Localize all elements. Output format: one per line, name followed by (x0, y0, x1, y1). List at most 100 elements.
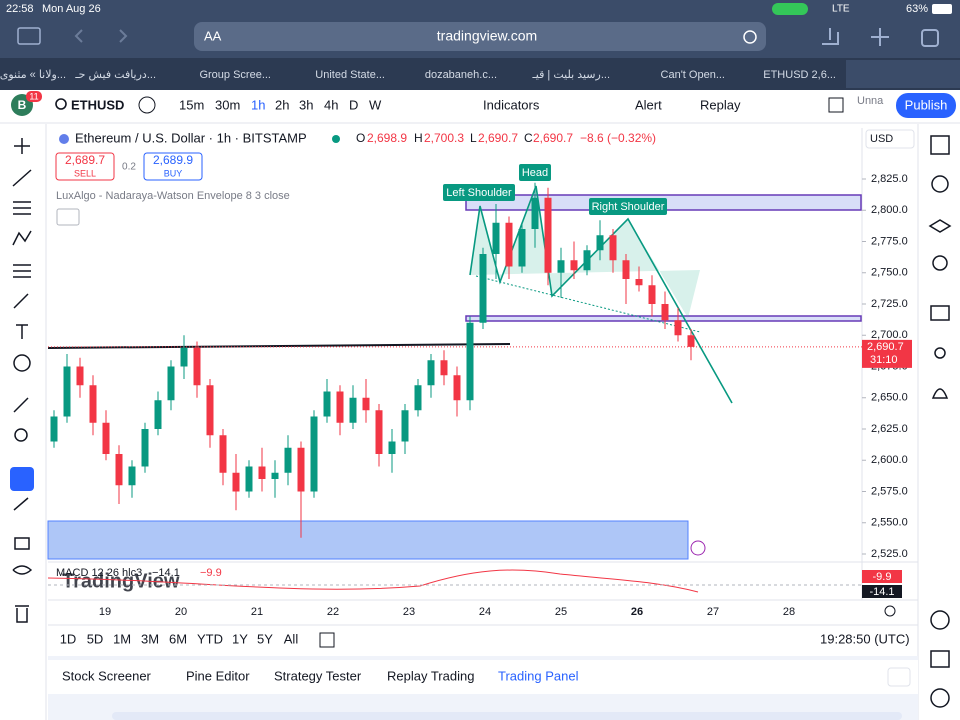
bottom-tab[interactable]: Pine Editor (186, 668, 250, 683)
event-marker[interactable] (690, 540, 706, 556)
candle-body (115, 454, 123, 486)
indicators-button[interactable]: Indicators (483, 97, 540, 112)
browser-tab[interactable]: ETHUSD 2,6... (763, 69, 836, 81)
nav-arrows[interactable] (74, 29, 128, 43)
range-button[interactable]: 1D (60, 631, 77, 646)
x-tick-label: 25 (555, 606, 567, 618)
text-size-button[interactable]: AA (204, 28, 222, 43)
macd-signal-line (47, 569, 699, 593)
symbol-icon (59, 134, 69, 144)
macd-label: MACD 12 26 hlc3 (56, 567, 142, 579)
candle-body (609, 235, 617, 261)
browser-tab[interactable]: ولانا » مثنوی... (0, 69, 66, 81)
alert-button[interactable]: Alert (635, 97, 662, 112)
candle-body (63, 366, 71, 417)
search-icon[interactable] (55, 98, 67, 110)
browser-tab[interactable]: United State... (315, 69, 385, 81)
axis-settings[interactable] (884, 605, 896, 617)
range-button[interactable]: 3M (141, 631, 159, 646)
address-bar[interactable] (194, 22, 766, 51)
bottom-tabs: Stock Screener Pine Editor Strategy Tester… (62, 668, 579, 683)
browser-tab[interactable]: Can't Open... (661, 69, 725, 81)
macd-value: −9.9 (200, 567, 222, 579)
candle-body (284, 447, 292, 473)
browser-tab[interactable]: رسید بلیت | قیـ... (532, 69, 610, 81)
interval[interactable]: 1h (251, 97, 265, 112)
right-toolbar (918, 124, 960, 720)
bottom-tab[interactable]: Strategy Tester (274, 668, 362, 683)
candle-body (258, 466, 266, 479)
candle-body (323, 391, 331, 417)
buy-button[interactable] (143, 152, 203, 181)
x-tick-label: 21 (251, 606, 263, 618)
range-button[interactable]: 6M (169, 631, 187, 646)
drawing-tools[interactable] (12, 138, 33, 623)
range-button[interactable]: 1Y (232, 631, 248, 646)
macd-tag-label: -9.9 (873, 571, 892, 583)
candle-body (505, 222, 513, 267)
time-axis: 19 20 21 22 23 24 25 26 27 28 (99, 606, 795, 618)
candle-body (674, 320, 682, 336)
tabs-button[interactable] (921, 29, 939, 47)
checkbox[interactable] (828, 97, 844, 113)
browser-tab[interactable]: dozabaneh.c... (425, 69, 497, 81)
interval[interactable]: D (349, 97, 358, 112)
layout-name[interactable]: Unna (857, 95, 884, 107)
browser-tab[interactable]: دریافت فیش حـ... (74, 69, 156, 81)
sell-button[interactable] (55, 152, 115, 181)
collapse-button[interactable] (56, 208, 80, 226)
currency-select[interactable] (865, 129, 915, 149)
interval[interactable]: 2h (275, 97, 289, 112)
compare-button[interactable] (138, 96, 156, 114)
watermark: TradingView (62, 570, 180, 592)
bottom-tab[interactable]: Stock Screener (62, 668, 152, 683)
avatar-letter: B (18, 98, 27, 112)
range-button[interactable]: 1M (113, 631, 131, 646)
pattern-fill (470, 186, 700, 318)
tab-bar (0, 58, 960, 90)
buy-price: 2,689.9 (153, 153, 193, 167)
panel-toggle[interactable] (887, 667, 911, 687)
sell-label: SELL (74, 168, 96, 178)
reload-button[interactable] (743, 30, 757, 44)
symbol[interactable]: ETHUSD (71, 97, 124, 112)
last-price-label: 2,690.7 (867, 341, 904, 353)
x-tick-label: 26 (631, 606, 643, 618)
range-button[interactable]: All (284, 631, 299, 646)
interval[interactable]: 30m (215, 97, 240, 112)
candle-body (76, 366, 84, 386)
active-tab (846, 60, 960, 88)
browser-tab[interactable]: Group Scree... (199, 69, 271, 81)
interval[interactable]: 15m (179, 97, 204, 112)
x-tick-label: 24 (479, 606, 491, 618)
candle-body (648, 285, 656, 304)
publish-button[interactable] (896, 93, 956, 118)
widget-icons[interactable] (928, 135, 952, 708)
date-range-button[interactable] (319, 632, 335, 648)
magnet-tool[interactable] (10, 467, 34, 491)
status-date: Mon Aug 26 (42, 3, 101, 15)
browser-actions[interactable] (822, 28, 889, 46)
interval[interactable]: 4h (324, 97, 338, 112)
ohlc-change: −8.6 (−0.32%) (580, 131, 656, 145)
replay-button[interactable]: Replay (700, 97, 741, 112)
sidebar-button[interactable] (17, 27, 41, 45)
range-button[interactable]: 5Y (257, 631, 273, 646)
annotation-box (519, 164, 551, 181)
y-tick-label: 2,775.0 (871, 235, 908, 247)
candle-body (544, 197, 552, 273)
y-tick-label: 2,825.0 (871, 173, 908, 185)
y-tick-label: 2,625.0 (871, 423, 908, 435)
bottom-tab[interactable]: Trading Panel (498, 668, 579, 683)
interval[interactable]: 3h (299, 97, 313, 112)
interval[interactable]: W (369, 97, 382, 112)
left-toolbar (0, 124, 46, 720)
range-button[interactable]: YTD (197, 631, 223, 646)
call-pill (772, 3, 808, 15)
range-button[interactable]: 5D (87, 631, 104, 646)
ohlc-label: C (524, 131, 533, 145)
support-zone (47, 520, 689, 560)
bottom-tab[interactable]: Replay Trading (387, 668, 474, 683)
ohlc-label: O (356, 131, 365, 145)
